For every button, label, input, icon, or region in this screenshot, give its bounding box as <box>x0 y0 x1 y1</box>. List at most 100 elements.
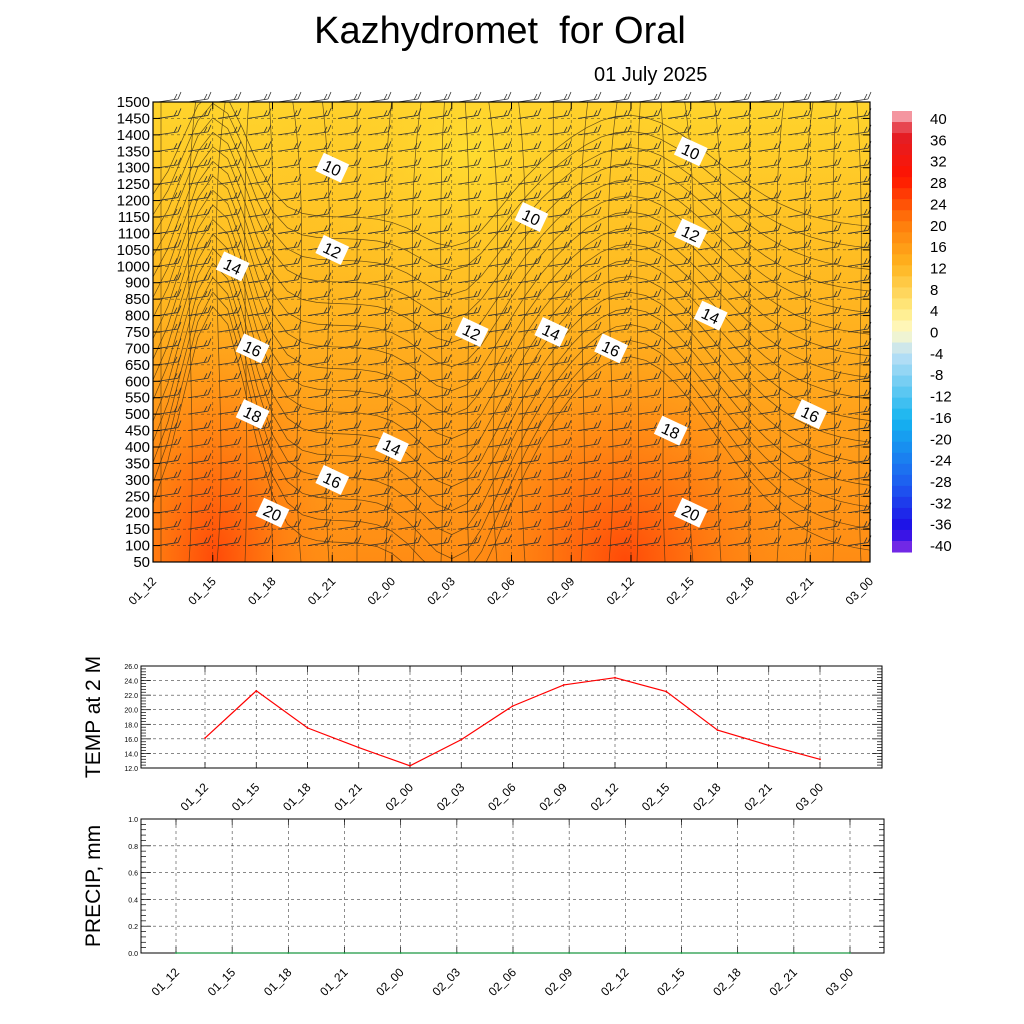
wind-barb <box>337 403 362 415</box>
y-tick-label: 850 <box>125 291 150 308</box>
colorbar-segment <box>892 518 912 531</box>
wind-barb <box>727 387 752 399</box>
wind-barb <box>157 518 182 530</box>
wind-barb <box>547 223 572 234</box>
colorbar-segment <box>892 221 912 233</box>
colorbar-segment <box>892 210 912 222</box>
wind-barb <box>517 453 542 464</box>
wind-barb <box>517 288 542 300</box>
wind-barb <box>217 371 242 382</box>
wind-barb <box>547 420 572 431</box>
contour-label-text: 12 <box>679 223 702 246</box>
wind-barb <box>427 486 452 497</box>
colorbar-segment <box>892 122 912 134</box>
wind-barb <box>427 141 452 152</box>
wind-barb <box>487 453 512 464</box>
wind-barb <box>757 403 782 415</box>
wind-barb <box>547 338 572 349</box>
wind-barb <box>517 256 542 267</box>
wind-barb <box>637 305 662 316</box>
wind-barb <box>277 173 302 185</box>
wind-barb <box>367 305 392 316</box>
wind-barb <box>547 256 572 267</box>
wind-barb <box>217 223 242 234</box>
contour-label-box <box>514 202 549 232</box>
wind-barb <box>277 256 302 267</box>
wind-barb <box>277 387 302 399</box>
heatmap-y-axis: 5010015020025030035040045050055060065070… <box>117 94 870 571</box>
wind-barb <box>277 157 302 169</box>
y-tick-label: 350 <box>125 455 150 472</box>
wind-barb <box>607 124 632 136</box>
wind-barb <box>757 436 782 448</box>
contour-label: 20 <box>673 497 708 528</box>
wind-barb <box>667 190 692 201</box>
wind-barb <box>547 206 572 218</box>
wind-barb <box>247 486 272 497</box>
wind-barb <box>217 518 242 530</box>
wind-barb <box>307 436 332 448</box>
contour-label-text: 18 <box>659 420 682 443</box>
wind-barb <box>487 338 512 349</box>
wind-barb <box>787 305 812 316</box>
wind-barb <box>247 321 272 333</box>
data-point <box>511 705 514 707</box>
x-tick-label: 02_18 <box>723 574 757 608</box>
wind-barb <box>517 305 542 316</box>
wind-barb <box>337 288 362 300</box>
profile-line <box>714 102 722 562</box>
profile-line <box>856 102 862 562</box>
wind-barb <box>457 190 482 201</box>
wind-barb <box>757 502 782 514</box>
wind-barb <box>337 371 362 382</box>
wind-barb <box>547 371 572 382</box>
colorbar-label: -40 <box>930 538 952 555</box>
wind-barb <box>397 223 422 234</box>
y-tick-label: 26.0 <box>124 664 138 671</box>
x-tick-label: 02_18 <box>690 780 724 814</box>
wind-barb <box>427 371 452 382</box>
x-tick-label: 02_09 <box>544 574 578 608</box>
x-tick-label: 01_21 <box>305 574 339 608</box>
wind-barb <box>337 256 362 267</box>
wind-barb <box>217 535 242 546</box>
wind-barb <box>187 206 212 218</box>
wind-barb <box>397 173 422 185</box>
wind-barb <box>457 157 482 169</box>
wind-barb <box>157 502 182 514</box>
wind-barb <box>337 272 362 284</box>
wind-barb <box>277 518 302 530</box>
wind-barb <box>157 108 182 119</box>
wind-barb <box>787 518 812 530</box>
y-tick-label: 300 <box>125 472 150 489</box>
wind-barb <box>757 354 782 366</box>
wind-barb <box>367 190 392 201</box>
wind-barb <box>247 124 272 136</box>
colorbar-label: 28 <box>930 175 947 192</box>
wind-barb <box>727 239 752 251</box>
wind-barb <box>427 206 452 218</box>
wind-barb <box>517 354 542 366</box>
wind-barb <box>637 535 662 546</box>
contour-label: 12 <box>673 218 708 249</box>
wind-barb <box>547 502 572 514</box>
wind-barb <box>637 403 662 415</box>
wind-barb <box>757 206 782 218</box>
wind-barb <box>577 371 602 382</box>
wind-barb <box>637 338 662 349</box>
wind-barb <box>307 124 332 136</box>
y-tick-label: 900 <box>125 275 150 292</box>
wind-barb <box>187 420 212 431</box>
wind-barb <box>427 403 452 415</box>
colorbar-segment <box>892 133 912 145</box>
data-point <box>665 690 668 693</box>
wind-barb <box>607 190 632 201</box>
wind-barb <box>457 502 482 514</box>
wind-barb <box>337 190 362 201</box>
wind-barb <box>217 486 242 497</box>
wind-barb <box>637 141 662 152</box>
wind-barb <box>367 157 392 169</box>
wind-barb <box>337 436 362 448</box>
wind-barb <box>367 486 392 497</box>
wind-barb <box>277 190 302 201</box>
